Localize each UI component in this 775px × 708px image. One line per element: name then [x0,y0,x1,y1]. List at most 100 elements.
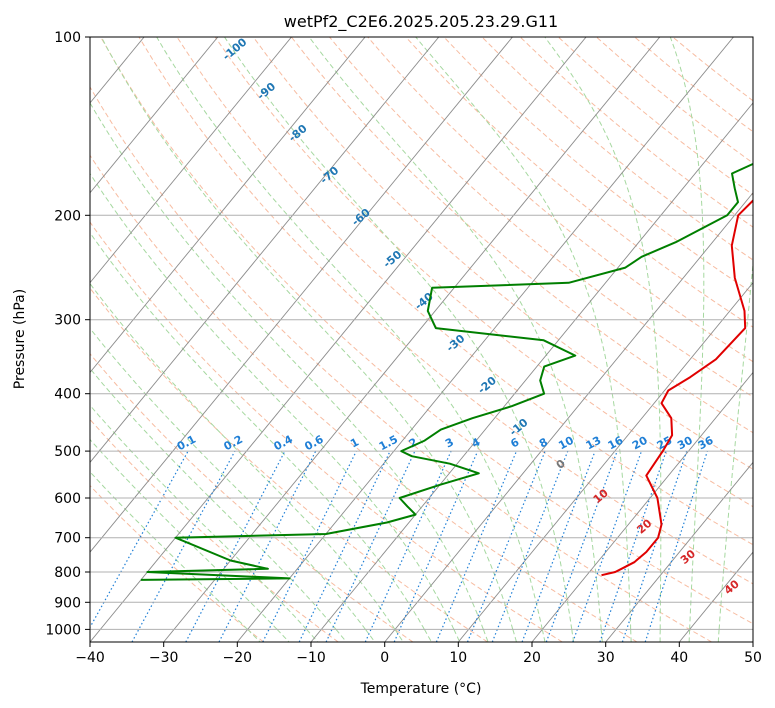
isotherm-line [384,192,753,642]
dry-adiabat-line [214,37,753,508]
dry-adiabat-line [405,37,753,328]
background-lines [90,37,753,642]
mixing-ratio-label: 30 [675,434,695,453]
y-axis-label: Pressure (hPa) [12,289,28,389]
x-axis-ticks: −40 −30 −20 −10 0 10 20 30 40 50 [75,642,762,666]
moist-adiabat-line [717,629,720,642]
isotherm-line [90,37,293,284]
mixing-ratio-line [466,450,546,642]
dry-adiabat-line [367,37,753,363]
moist-adiabat-line [156,37,543,630]
moist-adiabat-line [306,629,319,642]
isotherm-label: 20 [634,516,654,536]
dry-adiabat-line [328,37,753,398]
adiabat-label: -80 [286,122,310,145]
dry-adiabat-line [290,37,753,434]
moist-adiabat-line [90,231,425,630]
dry-adiabat-line [671,37,753,102]
x-tick-label: 40 [670,650,688,666]
moist-adiabat-line [90,367,337,630]
moist-adiabat-line [630,629,632,642]
mixing-ratio-line [393,450,479,642]
dry-adiabat-line [519,37,753,228]
moist-adiabat-line [308,37,602,630]
y-tick-label: 600 [54,491,81,507]
isotherm-line [90,37,587,642]
dry-adiabat-line [90,353,414,642]
moist-adiabat-line [669,37,705,630]
moist-adiabat-line [423,629,432,642]
y-axis-ticks: 100 200 300 400 500 600 700 800 900 1000 [45,30,90,638]
dry-adiabat-line [443,37,753,294]
mixing-ratio-label: 0.1 [175,433,198,454]
x-tick-label: −20 [223,650,253,666]
dry-adiabat-line [176,37,753,546]
mixing-ratio-label: 16 [606,434,626,453]
dry-adiabat-line [481,37,753,261]
dry-adiabat-line [595,37,753,164]
dry-adiabat-line [90,86,712,642]
dry-adiabat-line [90,418,339,642]
adiabat-label: -30 [444,332,468,355]
isotherm-line [90,37,366,374]
dry-adiabat-line [90,221,563,642]
moist-adiabat-line [482,629,489,642]
x-tick-label: −30 [149,650,179,666]
moist-adiabat-line [571,629,575,642]
mixing-ratio-label: 0.4 [272,433,296,454]
isotherm-line [605,461,753,642]
mixing-ratio-label: 0.2 [222,433,245,454]
moist-adiabat-line [512,629,517,642]
y-tick-label: 500 [54,444,81,460]
mixing-ratio-line [185,450,286,642]
moist-adiabat-line [718,258,753,630]
mixing-ratio-line [621,450,688,642]
mixing-ratio-line [218,450,317,642]
y-tick-label: 200 [54,208,81,224]
y-tick-label: 800 [54,565,81,581]
mixing-ratio-line [572,450,643,642]
dry-adiabat-line [100,37,753,625]
mixing-ratio-line [644,450,708,642]
dry-adiabat-line [138,37,753,585]
adiabat-label: -50 [381,248,405,271]
mixing-ratio-label: 1.5 [377,433,400,454]
adiabat-label: -100 [220,35,250,63]
moist-adiabat-line [688,629,691,642]
moist-adiabat-line [90,438,278,630]
moist-adiabat-line [90,404,307,630]
moist-adiabat-line [365,629,376,642]
mixing-ratio-line [131,450,236,642]
x-tick-label: −10 [296,650,326,666]
x-tick-label: 10 [449,650,467,666]
mixing-ratio-label: 13 [584,434,604,453]
moist-adiabat-line [90,172,455,630]
isotherm-line [310,102,753,642]
mixing-ratio-label: 20 [630,434,650,453]
y-tick-label: 100 [54,30,81,46]
mixing-ratio-line [325,450,416,642]
y-tick-label: 300 [54,313,81,329]
isotherm-line [457,281,753,642]
moist-adiabat-line [90,471,248,630]
isotherm-line [163,37,661,642]
line-labels: 0.1 0.2 0.4 0.6 1 1.5 2 3 4 6 8 10 13 16 20 25 30 36-100-… [175,35,742,597]
moist-adiabat-line [600,629,603,642]
y-tick-label: 400 [54,387,81,403]
moist-adiabat-line [335,629,347,642]
x-tick-label: 0 [380,650,389,666]
chart-title: wetPf2_C2E6.2025.205.23.29.G11 [284,12,558,32]
mixing-ratio-label: 10 [556,434,576,453]
isotherm-line [236,37,735,642]
moist-adiabat-line [90,282,396,630]
adiabat-label: -90 [255,80,279,103]
mixing-ratio-label: 4 [470,435,483,450]
mixing-ratio-line [364,450,452,642]
moist-adiabat-line [276,629,290,642]
isotherm-line [90,37,219,194]
x-axis-label: Temperature (°C) [360,681,482,697]
plot-frame [89,36,754,643]
dry-adiabat-line [90,154,638,642]
y-tick-label: 1000 [45,622,81,638]
moist-adiabat-line [224,37,573,630]
